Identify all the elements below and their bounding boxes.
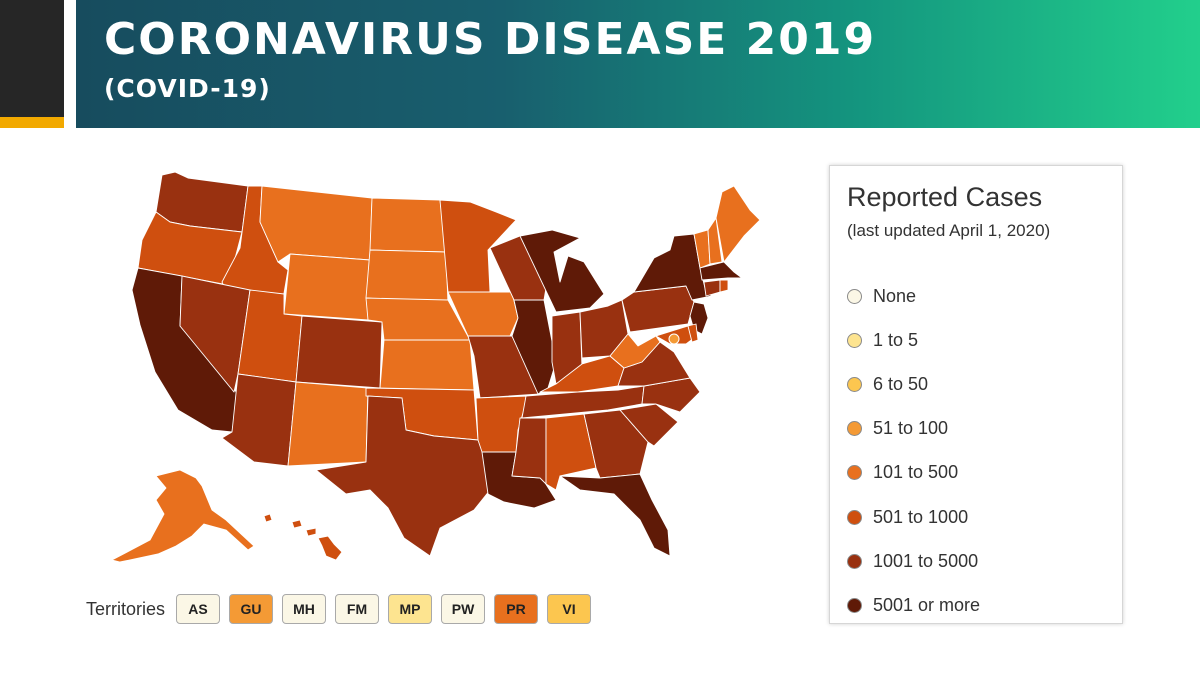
territory-fm-button[interactable]: FM [335, 594, 380, 624]
legend-swatch [847, 465, 862, 481]
territories-row: Territories AS GU MH FM MP PW PR VI [86, 592, 592, 626]
state-south-dakota[interactable] [365, 249, 449, 305]
territory-pw-button[interactable]: PW [441, 594, 486, 624]
legend-item-label: 1 to 5 [873, 329, 919, 350]
state-colorado[interactable] [295, 315, 383, 389]
state-hawaii[interactable] [263, 513, 343, 561]
legend-item-label: 51 to 100 [873, 418, 949, 439]
state-massachusetts[interactable] [699, 261, 743, 281]
legend-item-label: 5001 or more [873, 594, 981, 615]
state-new-mexico[interactable] [287, 381, 369, 467]
legend-last-updated: (last updated April 1, 2020) [847, 221, 1051, 240]
header-corner-block [0, 0, 64, 128]
territory-mp-button[interactable]: MP [388, 594, 433, 624]
legend-item-label: 101 to 500 [873, 462, 959, 483]
page-subtitle: (COVID-19) [104, 74, 271, 103]
legend-item[interactable]: 501 to 1000 [847, 495, 980, 539]
legend-item-label: 501 to 1000 [873, 506, 969, 527]
state-delaware[interactable] [687, 323, 699, 343]
state-kansas[interactable] [379, 339, 475, 391]
state-florida[interactable] [559, 473, 671, 557]
state-west-virginia[interactable] [609, 333, 661, 369]
legend-panel: Reported Cases (last updated April 1, 20… [829, 165, 1123, 624]
territories-label: Territories [86, 598, 166, 619]
legend-title: Reported Cases [847, 182, 1043, 212]
state-iowa[interactable] [447, 291, 519, 337]
us-cases-map [111, 171, 761, 563]
legend-swatch [847, 288, 862, 304]
legend-item[interactable]: 5001 or more [847, 583, 980, 627]
legend-item[interactable]: 6 to 50 [847, 362, 980, 406]
state-connecticut[interactable] [703, 279, 721, 297]
state-nevada[interactable] [179, 275, 251, 393]
legend-swatch [847, 553, 862, 569]
legend-item[interactable]: 1 to 5 [847, 318, 980, 362]
state-texas[interactable] [315, 395, 491, 557]
legend-item[interactable]: 1001 to 5000 [847, 539, 980, 583]
legend-swatch [847, 421, 862, 437]
legend-item-label: 1001 to 5000 [873, 550, 979, 571]
legend-swatch [847, 597, 862, 613]
state-north-dakota[interactable] [369, 197, 447, 253]
state-south-carolina[interactable] [619, 403, 679, 447]
legend-swatch [847, 509, 862, 525]
state-wyoming[interactable] [283, 253, 371, 321]
legend-item[interactable]: 51 to 100 [847, 407, 980, 451]
state-montana[interactable] [259, 185, 373, 263]
page-title: CORONAVIRUS DISEASE 2019 [104, 14, 877, 65]
header-banner [76, 0, 1200, 128]
legend-swatch [847, 376, 862, 392]
territory-vi-button[interactable]: VI [547, 594, 592, 624]
legend-item[interactable]: None [847, 274, 980, 318]
state-alaska[interactable] [111, 469, 255, 563]
state-new-hampshire[interactable] [707, 217, 723, 265]
district-of-columbia[interactable] [668, 333, 680, 345]
legend-item[interactable]: 101 to 500 [847, 451, 980, 495]
state-maine[interactable] [715, 185, 761, 263]
state-rhode-island[interactable] [719, 279, 729, 293]
legend-item-label: 6 to 50 [873, 373, 929, 394]
state-pennsylvania[interactable] [621, 285, 695, 333]
header-accent-bar [0, 117, 64, 128]
territory-as-button[interactable]: AS [176, 594, 221, 624]
territory-mh-button[interactable]: MH [282, 594, 327, 624]
territory-pr-button[interactable]: PR [494, 594, 539, 624]
territory-gu-button[interactable]: GU [229, 594, 274, 624]
state-michigan[interactable] [519, 229, 605, 313]
legend-list: None 1 to 5 6 to 50 51 to 100 101 to 500… [847, 274, 980, 628]
legend-swatch [847, 332, 862, 348]
legend-item-label: None [873, 285, 917, 306]
